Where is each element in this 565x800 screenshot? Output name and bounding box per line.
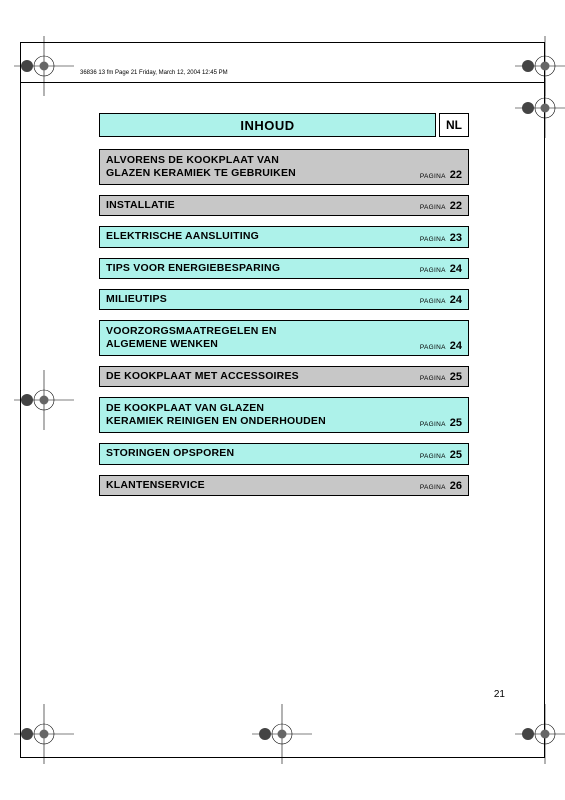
toc-container: INHOUD NL ALVORENS DE KOOKPLAAT VANGLAZE… xyxy=(99,113,469,506)
toc-page-number: 24 xyxy=(450,340,462,352)
toc-entry-label: MILIEUTIPS xyxy=(106,293,420,306)
toc-entry: STORINGEN OPSPORENPAGINA 25 xyxy=(99,443,469,464)
toc-entry-label: ELEKTRISCHE AANSLUITING xyxy=(106,230,420,243)
toc-page-number: 24 xyxy=(450,263,462,275)
toc-page-number: 25 xyxy=(450,449,462,461)
toc-entry-label: DE KOOKPLAAT MET ACCESSOIRES xyxy=(106,370,420,383)
toc-entry: MILIEUTIPSPAGINA 24 xyxy=(99,289,469,310)
doc-header-meta: 36836 13 fm Page 21 Friday, March 12, 20… xyxy=(80,70,228,76)
toc-entry-label: VOORZORGSMAATREGELEN ENALGEMENE WENKEN xyxy=(106,324,420,352)
toc-entry-label: INSTALLATIE xyxy=(106,199,420,212)
language-badge: NL xyxy=(439,113,469,137)
toc-entry-label: KLANTENSERVICE xyxy=(106,479,420,492)
toc-entry: TIPS VOOR ENERGIEBESPARINGPAGINA 24 xyxy=(99,258,469,279)
toc-entry: KLANTENSERVICEPAGINA 26 xyxy=(99,475,469,496)
toc-entry: DE KOOKPLAAT VAN GLAZENKERAMIEK REINIGEN… xyxy=(99,397,469,433)
toc-page-label: PAGINA xyxy=(420,484,446,492)
toc-entry: VOORZORGSMAATREGELEN ENALGEMENE WENKENPA… xyxy=(99,320,469,356)
toc-page-number: 22 xyxy=(450,200,462,212)
toc-page-label: PAGINA xyxy=(420,421,446,429)
toc-page-label: PAGINA xyxy=(420,375,446,383)
toc-title: INHOUD xyxy=(99,113,436,137)
toc-page-number: 24 xyxy=(450,294,462,306)
toc-page-label: PAGINA xyxy=(420,204,446,212)
toc-page-label: PAGINA xyxy=(420,298,446,306)
page-number: 21 xyxy=(494,689,505,700)
toc-page-label: PAGINA xyxy=(420,267,446,275)
toc-page-number: 25 xyxy=(450,371,462,383)
toc-page-label: PAGINA xyxy=(420,236,446,244)
toc-entry-label: TIPS VOOR ENERGIEBESPARING xyxy=(106,262,420,275)
toc-page-number: 22 xyxy=(450,169,462,181)
toc-entry-label: ALVORENS DE KOOKPLAAT VANGLAZEN KERAMIEK… xyxy=(106,153,420,181)
toc-page-number: 23 xyxy=(450,232,462,244)
toc-entry-label: STORINGEN OPSPOREN xyxy=(106,447,420,460)
toc-entry: DE KOOKPLAAT MET ACCESSOIRESPAGINA 25 xyxy=(99,366,469,387)
toc-page-label: PAGINA xyxy=(420,173,446,181)
toc-page-number: 25 xyxy=(450,417,462,429)
toc-entry: ELEKTRISCHE AANSLUITINGPAGINA 23 xyxy=(99,226,469,247)
toc-page-label: PAGINA xyxy=(420,344,446,352)
toc-entry: ALVORENS DE KOOKPLAAT VANGLAZEN KERAMIEK… xyxy=(99,149,469,185)
toc-entry-label: DE KOOKPLAAT VAN GLAZENKERAMIEK REINIGEN… xyxy=(106,401,420,429)
title-row: INHOUD NL xyxy=(99,113,469,137)
toc-page-number: 26 xyxy=(450,480,462,492)
toc-entry: INSTALLATIEPAGINA 22 xyxy=(99,195,469,216)
toc-page-label: PAGINA xyxy=(420,453,446,461)
header-rule xyxy=(20,82,545,83)
